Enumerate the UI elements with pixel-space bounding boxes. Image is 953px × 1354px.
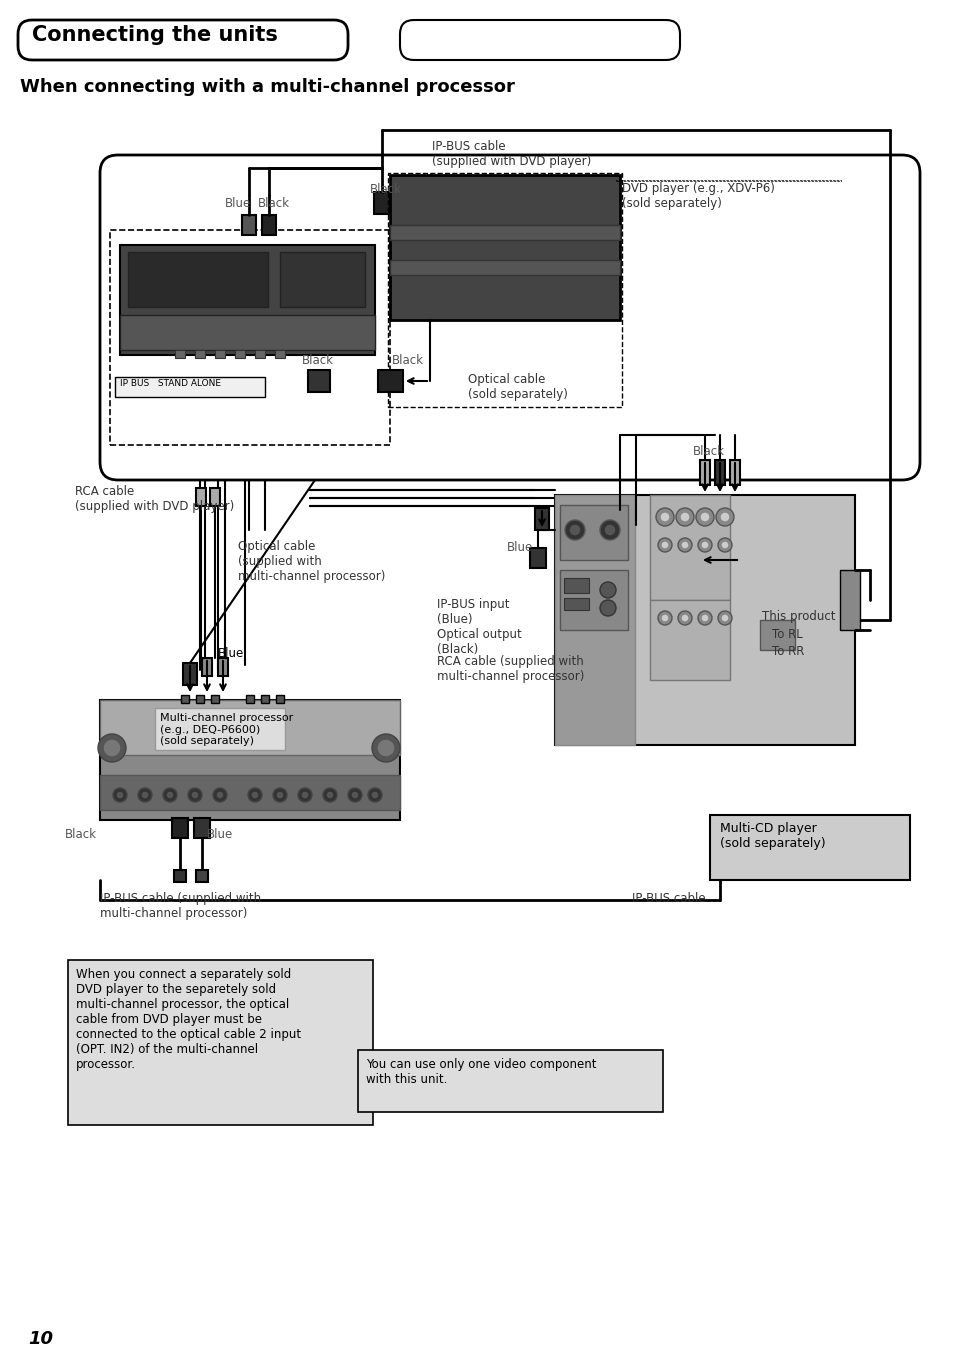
Bar	[100, 700, 399, 756]
Circle shape	[679, 512, 689, 523]
Bar	[563, 598, 588, 611]
Circle shape	[326, 791, 334, 799]
Bar	[840, 570, 859, 630]
Bar	[535, 508, 548, 529]
Circle shape	[718, 538, 731, 552]
Text: To RL: To RL	[771, 628, 801, 640]
Text: Blue: Blue	[506, 542, 533, 555]
Text: Optical cable
(sold separately): Optical cable (sold separately)	[468, 372, 567, 401]
Text: Black: Black	[302, 353, 334, 367]
Bar	[274, 349, 285, 357]
Bar	[374, 192, 390, 214]
Bar	[760, 620, 794, 650]
Circle shape	[599, 600, 616, 616]
Text: When connecting with a multi-channel processor: When connecting with a multi-channel pro…	[20, 79, 515, 96]
Text: When you connect a separately sold
DVD player to the separetely sold
multi-chann: When you connect a separately sold DVD p…	[76, 968, 301, 1071]
Circle shape	[376, 739, 395, 757]
Circle shape	[659, 512, 669, 523]
Text: Black: Black	[257, 196, 290, 210]
Text: RCA cable
(supplied with DVD player): RCA cable (supplied with DVD player)	[75, 485, 234, 513]
Bar	[390, 175, 619, 320]
Bar	[714, 460, 724, 485]
Text: This product: This product	[761, 611, 835, 623]
Circle shape	[599, 582, 616, 598]
Bar	[262, 215, 275, 236]
Circle shape	[348, 788, 361, 802]
Text: IP-BUS input
(Blue): IP-BUS input (Blue)	[436, 598, 509, 626]
Text: Blue: Blue	[218, 647, 244, 659]
Bar	[120, 245, 375, 355]
Text: Optical cable
(supplied with
multi-channel processor): Optical cable (supplied with multi-chann…	[237, 540, 385, 584]
Text: IP-BUS cable (supplied with
multi-channel processor): IP-BUS cable (supplied with multi-channe…	[100, 892, 261, 919]
Circle shape	[564, 520, 584, 540]
Bar	[388, 173, 621, 408]
Circle shape	[188, 788, 202, 802]
Bar	[709, 815, 909, 880]
Circle shape	[718, 611, 731, 626]
Bar	[120, 315, 375, 349]
Circle shape	[696, 508, 713, 525]
Circle shape	[720, 542, 728, 548]
Circle shape	[112, 788, 127, 802]
Text: Multi-CD player
(sold separately): Multi-CD player (sold separately)	[720, 822, 824, 850]
Bar	[700, 460, 709, 485]
Bar	[174, 349, 185, 357]
Circle shape	[248, 788, 262, 802]
Text: IP BUS   STAND ALONE: IP BUS STAND ALONE	[120, 379, 221, 389]
Text: DVD player (e.g., XDV-P6)
(sold separately): DVD player (e.g., XDV-P6) (sold separate…	[621, 181, 774, 210]
Bar	[729, 460, 740, 485]
Circle shape	[676, 508, 693, 525]
Bar	[183, 663, 196, 685]
Circle shape	[251, 791, 258, 799]
Bar	[100, 700, 399, 821]
Bar	[218, 658, 228, 676]
Bar	[530, 548, 545, 567]
Circle shape	[191, 791, 199, 799]
Bar	[210, 487, 220, 506]
Circle shape	[368, 788, 381, 802]
Circle shape	[215, 791, 224, 799]
Circle shape	[720, 512, 729, 523]
Bar	[110, 230, 390, 445]
Bar	[195, 487, 206, 506]
Circle shape	[698, 538, 711, 552]
Circle shape	[103, 739, 121, 757]
Bar	[154, 708, 285, 750]
Circle shape	[301, 791, 309, 799]
Bar	[559, 505, 627, 561]
Text: Black: Black	[65, 829, 97, 841]
Bar	[357, 1049, 662, 1112]
Text: Black: Black	[392, 353, 423, 367]
Circle shape	[163, 788, 177, 802]
Circle shape	[656, 508, 673, 525]
Bar	[280, 252, 365, 307]
Circle shape	[297, 788, 312, 802]
Bar	[173, 871, 186, 881]
Circle shape	[660, 613, 668, 621]
Circle shape	[351, 791, 358, 799]
Circle shape	[273, 788, 287, 802]
Bar	[181, 695, 189, 703]
Circle shape	[372, 734, 399, 762]
Text: IP-BUS cable: IP-BUS cable	[631, 892, 705, 904]
Bar	[390, 225, 619, 240]
Bar	[214, 349, 225, 357]
Circle shape	[116, 791, 124, 799]
Circle shape	[323, 788, 336, 802]
Text: Optical output
(Black): Optical output (Black)	[436, 628, 521, 655]
Text: Multi-channel processor
(e.g., DEQ-P6600)
(sold separately): Multi-channel processor (e.g., DEQ-P6600…	[160, 714, 293, 746]
Bar	[100, 774, 399, 810]
Text: RCA cable (supplied with
multi-channel processor): RCA cable (supplied with multi-channel p…	[436, 655, 584, 682]
Bar	[234, 349, 245, 357]
Bar	[377, 370, 402, 393]
Circle shape	[166, 791, 173, 799]
Text: Black: Black	[370, 183, 401, 196]
Circle shape	[700, 542, 708, 548]
Circle shape	[660, 542, 668, 548]
Bar	[211, 695, 219, 703]
Circle shape	[603, 524, 616, 536]
Bar	[261, 695, 269, 703]
Text: Connecting the units: Connecting the units	[32, 24, 277, 45]
Bar	[195, 695, 204, 703]
Bar	[555, 496, 854, 745]
